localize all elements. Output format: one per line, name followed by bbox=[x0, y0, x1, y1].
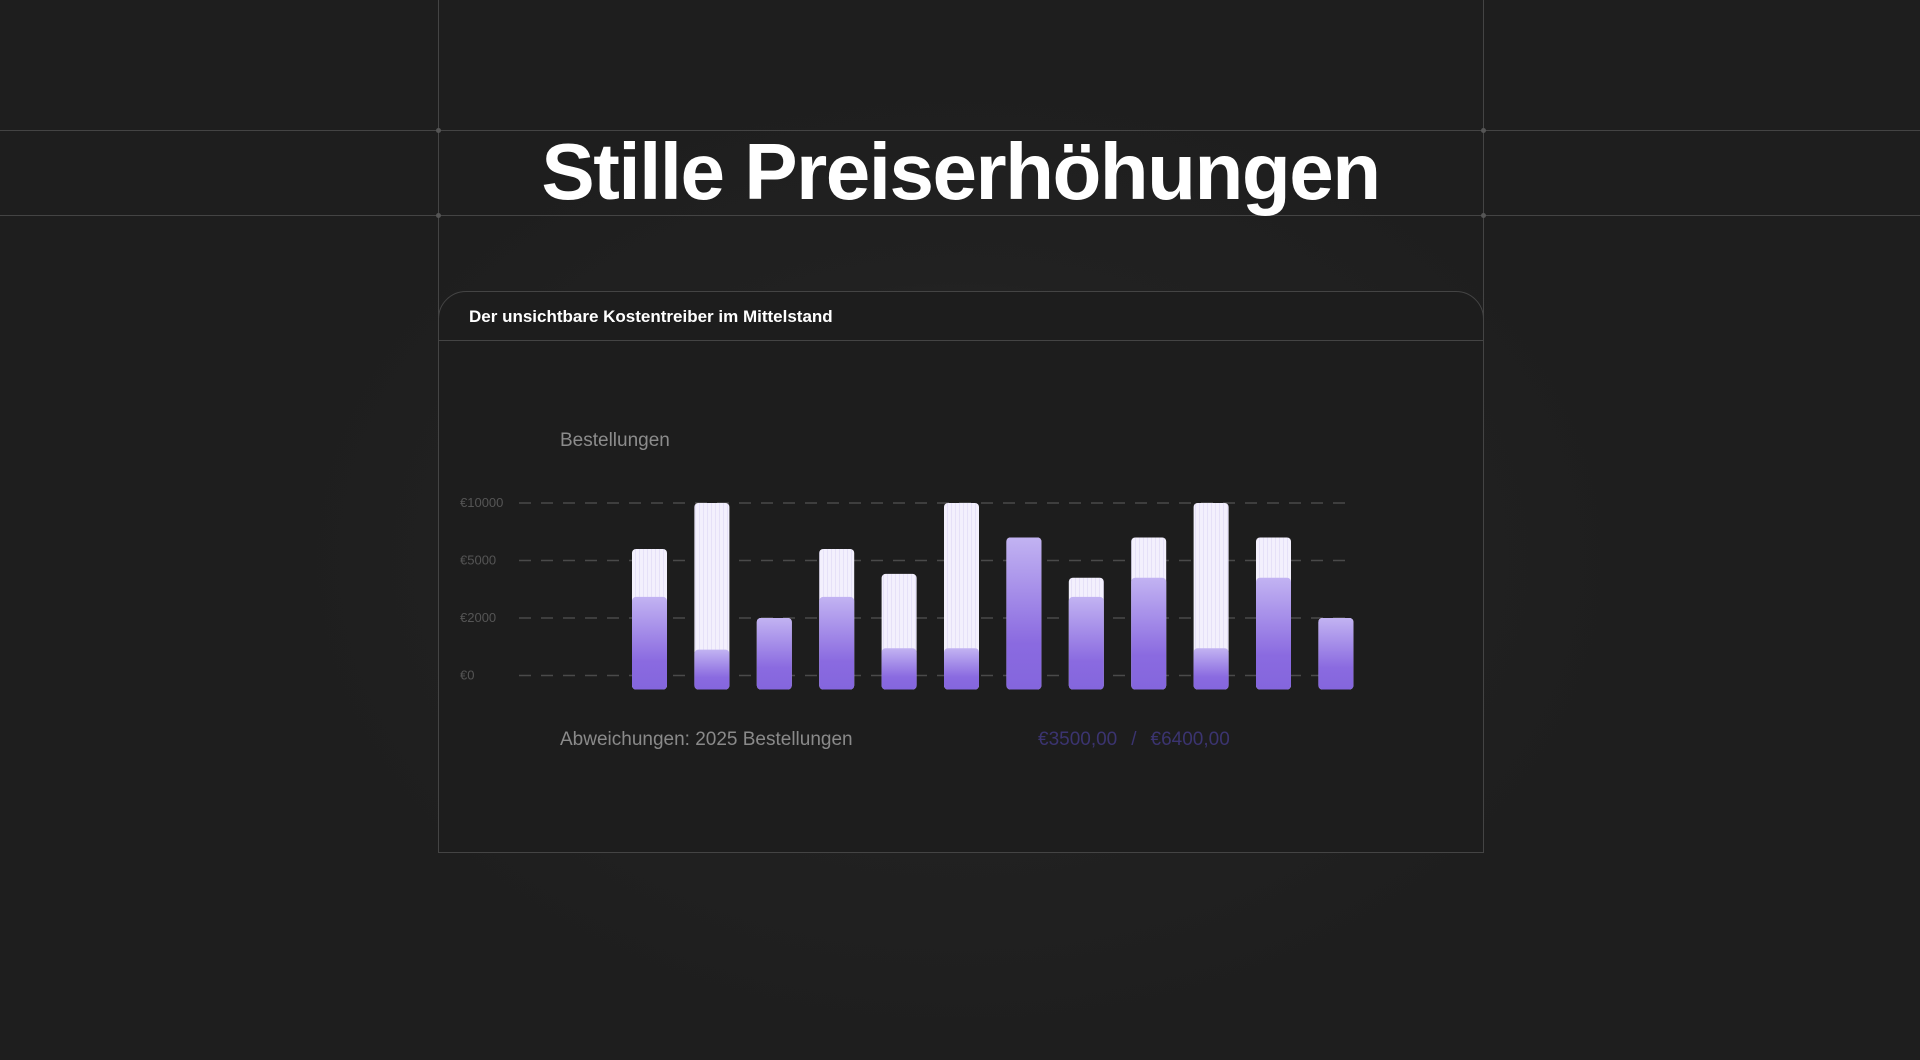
guide-dot bbox=[436, 213, 441, 218]
value-b: €6400,00 bbox=[1150, 729, 1230, 750]
y-tick-label: €0 bbox=[460, 668, 474, 683]
value-separator: / bbox=[1131, 729, 1137, 750]
guide-line bbox=[0, 215, 1920, 216]
bar-lower bbox=[1318, 618, 1354, 690]
y-tick-label: €5000 bbox=[460, 553, 496, 568]
bar-lower bbox=[819, 596, 855, 690]
y-tick-label: €10000 bbox=[460, 495, 503, 510]
bar-lower bbox=[1131, 577, 1167, 690]
y-tick-label: €2000 bbox=[460, 610, 496, 625]
bar-lower bbox=[632, 596, 667, 690]
bar-lower bbox=[694, 649, 730, 690]
bar-upper bbox=[1193, 503, 1229, 690]
guide-dot bbox=[436, 128, 441, 133]
bar-lower bbox=[1256, 577, 1291, 690]
bar-lower bbox=[881, 648, 917, 690]
bar-upper bbox=[694, 503, 730, 690]
page-title: Stille Preiserhöhungen bbox=[541, 127, 1381, 216]
bar-lower bbox=[944, 648, 979, 690]
bar-lower bbox=[756, 618, 792, 690]
bar-lower bbox=[1068, 596, 1104, 690]
bar-lower bbox=[1193, 648, 1229, 690]
guide-line bbox=[0, 130, 1920, 131]
chart-title: Bestellungen bbox=[560, 430, 670, 451]
bar-upper bbox=[944, 503, 979, 690]
bar-lower bbox=[1006, 537, 1042, 690]
guide-dot bbox=[1481, 213, 1486, 218]
guide-dot bbox=[1481, 128, 1486, 133]
card-title: Der unsichtbare Kostentreiber im Mittels… bbox=[439, 292, 1483, 341]
footer-values: €3500,00 / €6400,00 bbox=[1038, 729, 1244, 751]
chart-card: Der unsichtbare Kostentreiber im Mittels… bbox=[438, 291, 1484, 853]
value-a: €3500,00 bbox=[1038, 729, 1118, 750]
footer-label: Abweichungen: 2025 Bestellungen bbox=[560, 729, 853, 750]
bar-chart: €0 €2000 €5000 €10000 bbox=[460, 495, 1354, 690]
